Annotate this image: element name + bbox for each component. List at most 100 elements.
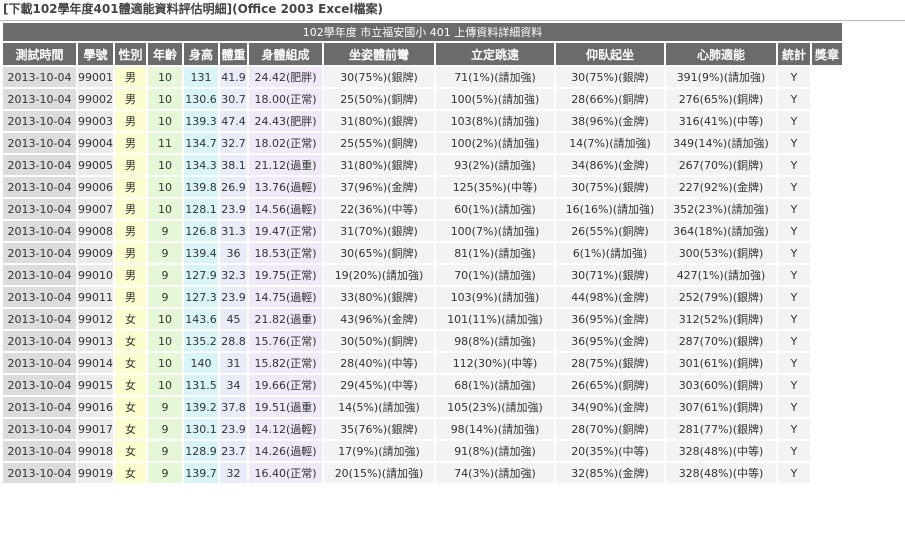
table-caption-row: 102學年度 市立福安國小 401 上傳資料詳細資料	[3, 23, 842, 41]
cell-height: 128.9	[184, 441, 218, 461]
cell-sit-and-reach: 43(96%)(金牌)	[324, 309, 434, 329]
cell-test-date: 2013-10-04	[3, 199, 76, 219]
cell-age: 9	[148, 265, 182, 285]
table-row: 2013-10-04 99001 男 10 131 41.9 24.42(肥胖) 30(75%…	[3, 67, 842, 87]
cell-cardio: 307(61%)(銅牌)	[666, 397, 776, 417]
cell-cardio: 391(9%)(請加強)	[666, 67, 776, 87]
cell-sit-and-reach: 19(20%)(請加強)	[324, 265, 434, 285]
cell-weight: 23.7	[220, 441, 247, 461]
cell-cardio: 281(77%)(銀牌)	[666, 419, 776, 439]
cell-height: 127.9	[184, 265, 218, 285]
cell-age: 11	[148, 133, 182, 153]
cell-sit-and-reach: 30(50%)(銅牌)	[324, 331, 434, 351]
cell-sex: 女	[115, 353, 146, 373]
cell-sit-and-reach: 29(45%)(中等)	[324, 375, 434, 395]
cell-sit-ups: 30(75%)(銀牌)	[556, 177, 664, 197]
table-row: 2013-10-04 99002 男 10 130.6 30.7 18.00(正常) 25(5…	[3, 89, 842, 109]
cell-weight: 45	[220, 309, 247, 329]
cell-sit-and-reach: 25(50%)(銅牌)	[324, 89, 434, 109]
cell-standing-jump: 70(1%)(請加強)	[436, 265, 554, 285]
cell-cardio: 364(18%)(請加強)	[666, 221, 776, 241]
cell-age: 9	[148, 243, 182, 263]
col-header-statistics: 統計	[778, 43, 810, 65]
cell-weight: 36	[220, 243, 247, 263]
cell-medal	[812, 463, 842, 483]
cell-statistics: Y	[778, 67, 810, 87]
col-header-cardio: 心肺適能	[666, 43, 776, 65]
cell-sit-and-reach: 33(80%)(銀牌)	[324, 287, 434, 307]
cell-body-composition: 14.12(過輕)	[249, 419, 322, 439]
cell-sit-ups: 32(85%)(金牌)	[556, 463, 664, 483]
cell-sex: 男	[115, 287, 146, 307]
table-row: 2013-10-04 99008 男 9 126.8 31.3 19.47(正常) 31(70…	[3, 221, 842, 241]
cell-statistics: Y	[778, 199, 810, 219]
cell-standing-jump: 100(2%)(請加強)	[436, 133, 554, 153]
cell-cardio: 300(53%)(銅牌)	[666, 243, 776, 263]
cell-student-id: 99014	[78, 353, 113, 373]
table-row: 2013-10-04 99014 女 10 140 31 15.82(正常) 28(40%)(…	[3, 353, 842, 373]
cell-sit-and-reach: 30(65%)(銅牌)	[324, 243, 434, 263]
cell-sex: 男	[115, 111, 146, 131]
cell-medal	[812, 419, 842, 439]
table-row: 2013-10-04 99019 女 9 139.7 32 16.40(正常) 20(15%)…	[3, 463, 842, 483]
cell-height: 140	[184, 353, 218, 373]
cell-statistics: Y	[778, 287, 810, 307]
download-excel-link[interactable]: [下載102學年度401體適能資料評估明細]	[3, 2, 233, 16]
cell-medal	[812, 309, 842, 329]
cell-height: 139.2	[184, 397, 218, 417]
cell-student-id: 99018	[78, 441, 113, 461]
table-caption: 102學年度 市立福安國小 401 上傳資料詳細資料	[3, 23, 842, 41]
table-row: 2013-10-04 99017 女 9 130.1 23.9 14.12(過輕) 35(76…	[3, 419, 842, 439]
cell-standing-jump: 93(2%)(請加強)	[436, 155, 554, 175]
cell-test-date: 2013-10-04	[3, 221, 76, 241]
cell-medal	[812, 331, 842, 351]
cell-statistics: Y	[778, 155, 810, 175]
cell-body-composition: 15.82(正常)	[249, 353, 322, 373]
table-row: 2013-10-04 99011 男 9 127.3 23.9 14.75(過輕) 33(80…	[3, 287, 842, 307]
cell-standing-jump: 100(7%)(請加強)	[436, 221, 554, 241]
cell-student-id: 99017	[78, 419, 113, 439]
col-header-medal: 獎章	[812, 43, 842, 65]
cell-sit-ups: 14(7%)(請加強)	[556, 133, 664, 153]
cell-student-id: 99015	[78, 375, 113, 395]
cell-age: 10	[148, 353, 182, 373]
cell-standing-jump: 68(1%)(請加強)	[436, 375, 554, 395]
cell-height: 131	[184, 67, 218, 87]
cell-age: 10	[148, 331, 182, 351]
cell-sit-and-reach: 22(36%)(中等)	[324, 199, 434, 219]
table-row: 2013-10-04 99007 男 10 128.1 23.9 14.56(過輕) 22(3…	[3, 199, 842, 219]
cell-body-composition: 21.12(過重)	[249, 155, 322, 175]
table-row: 2013-10-04 99018 女 9 128.9 23.7 14.26(過輕) 17(9%…	[3, 441, 842, 461]
cell-body-composition: 19.75(正常)	[249, 265, 322, 285]
cell-age: 10	[148, 199, 182, 219]
cell-statistics: Y	[778, 375, 810, 395]
table-row: 2013-10-04 99010 男 9 127.9 32.3 19.75(正常) 19(20…	[3, 265, 842, 285]
cell-sit-ups: 38(96%)(金牌)	[556, 111, 664, 131]
table-row: 2013-10-04 99016 女 9 139.2 37.8 19.51(過重) 14(5%…	[3, 397, 842, 417]
cell-statistics: Y	[778, 397, 810, 417]
cell-weight: 30.7	[220, 89, 247, 109]
cell-sit-ups: 6(1%)(請加強)	[556, 243, 664, 263]
col-header-sit-and-reach: 坐姿體前彎	[324, 43, 434, 65]
cell-body-composition: 14.56(過輕)	[249, 199, 322, 219]
col-header-sex: 性別	[115, 43, 146, 65]
cell-body-composition: 21.82(過重)	[249, 309, 322, 329]
cell-sex: 女	[115, 309, 146, 329]
cell-body-composition: 19.47(正常)	[249, 221, 322, 241]
cell-cardio: 312(52%)(銅牌)	[666, 309, 776, 329]
cell-statistics: Y	[778, 89, 810, 109]
cell-body-composition: 18.00(正常)	[249, 89, 322, 109]
cell-cardio: 352(23%)(請加強)	[666, 199, 776, 219]
cell-test-date: 2013-10-04	[3, 287, 76, 307]
cell-age: 10	[148, 155, 182, 175]
cell-student-id: 99003	[78, 111, 113, 131]
cell-sit-and-reach: 20(15%)(請加強)	[324, 463, 434, 483]
cell-height: 135.2	[184, 331, 218, 351]
cell-medal	[812, 133, 842, 153]
cell-medal	[812, 221, 842, 241]
cell-student-id: 99012	[78, 309, 113, 329]
cell-statistics: Y	[778, 243, 810, 263]
cell-weight: 32.7	[220, 133, 247, 153]
cell-weight: 31	[220, 353, 247, 373]
cell-medal	[812, 177, 842, 197]
